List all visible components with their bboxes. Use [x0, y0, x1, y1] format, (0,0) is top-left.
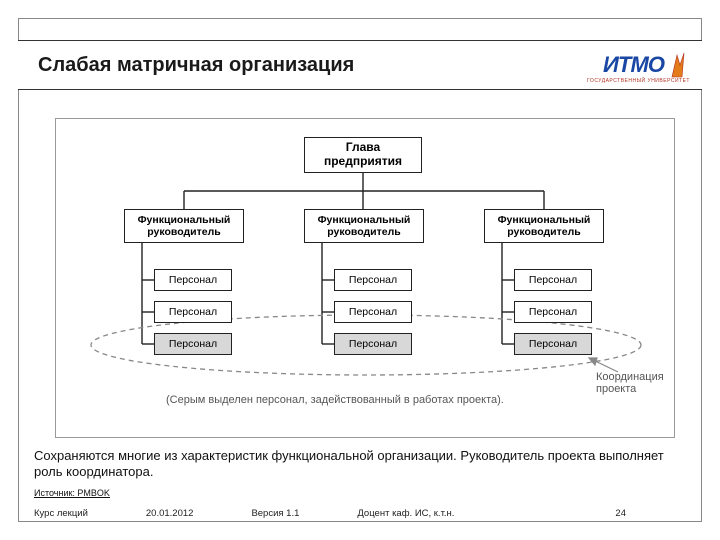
node-staff: Персонал	[334, 269, 412, 291]
node-staff: Персонал	[334, 301, 412, 323]
footer-author: Доцент каф. ИС, к.т.н.	[357, 508, 454, 519]
node-staff: Персонал	[154, 269, 232, 291]
node-staff: Персонал	[514, 269, 592, 291]
node-staff-selected: Персонал	[154, 333, 232, 355]
coordination-label: Координацияпроекта	[596, 371, 664, 395]
footer: Курс лекций 20.01.2012 Версия 1.1 Доцент…	[34, 508, 694, 519]
node-manager-2: Функциональныйруководитель	[304, 209, 424, 243]
footer-course: Курс лекций	[34, 508, 88, 519]
chart-caption: (Серым выделен персонал, задействованный…	[166, 394, 504, 406]
source-text: Источник: PMBOK	[34, 488, 110, 498]
page-title: Слабая матричная организация	[38, 54, 354, 77]
logo-subtitle: ГОСУДАРСТВЕННЫЙ УНИВЕРСИТЕТ	[587, 78, 690, 84]
node-staff-selected: Персонал	[334, 333, 412, 355]
node-staff: Персонал	[154, 301, 232, 323]
logo-text: ИТМО	[603, 52, 664, 78]
body-text: Сохраняются многие из характеристик функ…	[34, 448, 694, 481]
logo: ИТМО	[603, 51, 688, 79]
footer-date: 20.01.2012	[146, 508, 194, 519]
footer-version: Версия 1.1	[251, 508, 299, 519]
node-staff: Персонал	[514, 301, 592, 323]
footer-page: 24	[615, 508, 626, 519]
node-manager-1: Функциональныйруководитель	[124, 209, 244, 243]
flame-icon	[666, 51, 688, 79]
node-staff-selected: Персонал	[514, 333, 592, 355]
node-manager-3: Функциональныйруководитель	[484, 209, 604, 243]
node-head: Главапредприятия	[304, 137, 422, 173]
org-chart: Главапредприятия Функциональныйруководит…	[55, 118, 675, 438]
